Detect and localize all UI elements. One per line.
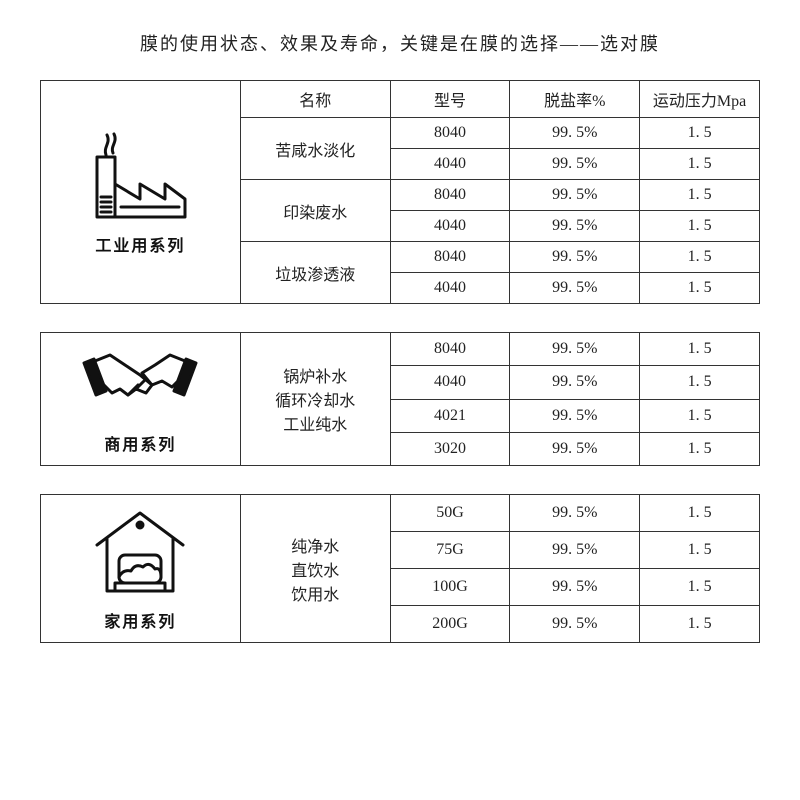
series-label: 家用系列 <box>104 608 176 632</box>
handshake-icon <box>80 343 200 423</box>
cell-model: 8040 <box>390 118 510 149</box>
table-row: 家用系列 纯净水直饮水饮用水50G99. 5%1. 5 <box>41 495 760 532</box>
cell-pressure: 1. 5 <box>640 606 760 643</box>
cell-pressure: 1. 5 <box>640 333 760 366</box>
cell-model: 100G <box>390 569 510 606</box>
cell-rate: 99. 5% <box>510 149 640 180</box>
table-row: 工业用系列 名称型号脱盐率%运动压力Mpa <box>41 81 760 118</box>
tables-container: 工业用系列 名称型号脱盐率%运动压力Mpa苦咸水淡化804099. 5%1. 5… <box>40 80 760 643</box>
table-row: 商用系列 锅炉补水循环冷却水工业纯水804099. 5%1. 5 <box>41 333 760 366</box>
series-cell: 商用系列 <box>41 333 241 466</box>
house-icon <box>85 505 195 600</box>
cell-pressure: 1. 5 <box>640 532 760 569</box>
group-name: 印染废水 <box>240 180 390 242</box>
cell-model: 75G <box>390 532 510 569</box>
cell-rate: 99. 5% <box>510 606 640 643</box>
cell-model: 4040 <box>390 149 510 180</box>
group-name: 纯净水直饮水饮用水 <box>240 495 390 643</box>
cell-pressure: 1. 5 <box>640 211 760 242</box>
page-title: 膜的使用状态、效果及寿命，关键是在膜的选择——选对膜 <box>40 30 760 56</box>
cell-rate: 99. 5% <box>510 432 640 465</box>
header-pressure: 运动压力Mpa <box>640 81 760 118</box>
section-table: 工业用系列 名称型号脱盐率%运动压力Mpa苦咸水淡化804099. 5%1. 5… <box>40 80 760 304</box>
cell-pressure: 1. 5 <box>640 118 760 149</box>
cell-rate: 99. 5% <box>510 273 640 304</box>
cell-model: 4021 <box>390 399 510 432</box>
cell-pressure: 1. 5 <box>640 366 760 399</box>
factory-icon <box>85 129 195 224</box>
cell-pressure: 1. 5 <box>640 399 760 432</box>
cell-rate: 99. 5% <box>510 495 640 532</box>
cell-model: 3020 <box>390 432 510 465</box>
cell-model: 4040 <box>390 366 510 399</box>
group-name: 锅炉补水循环冷却水工业纯水 <box>240 333 390 466</box>
header-rate: 脱盐率% <box>510 81 640 118</box>
cell-model: 8040 <box>390 242 510 273</box>
cell-model: 8040 <box>390 333 510 366</box>
group-name: 苦咸水淡化 <box>240 118 390 180</box>
cell-rate: 99. 5% <box>510 333 640 366</box>
series-cell: 工业用系列 <box>41 81 241 304</box>
series-cell: 家用系列 <box>41 495 241 643</box>
header-model: 型号 <box>390 81 510 118</box>
cell-pressure: 1. 5 <box>640 273 760 304</box>
cell-pressure: 1. 5 <box>640 569 760 606</box>
cell-pressure: 1. 5 <box>640 149 760 180</box>
section-table: 家用系列 纯净水直饮水饮用水50G99. 5%1. 575G99. 5%1. 5… <box>40 494 760 643</box>
cell-rate: 99. 5% <box>510 211 640 242</box>
cell-pressure: 1. 5 <box>640 495 760 532</box>
cell-rate: 99. 5% <box>510 399 640 432</box>
cell-rate: 99. 5% <box>510 118 640 149</box>
cell-rate: 99. 5% <box>510 180 640 211</box>
section-table: 商用系列 锅炉补水循环冷却水工业纯水804099. 5%1. 5404099. … <box>40 332 760 466</box>
cell-pressure: 1. 5 <box>640 432 760 465</box>
cell-model: 50G <box>390 495 510 532</box>
cell-rate: 99. 5% <box>510 242 640 273</box>
header-name: 名称 <box>240 81 390 118</box>
page: 膜的使用状态、效果及寿命，关键是在膜的选择——选对膜 工业用系列 名称型号脱盐率… <box>0 0 800 701</box>
cell-model: 8040 <box>390 180 510 211</box>
cell-model: 200G <box>390 606 510 643</box>
group-name: 垃圾渗透液 <box>240 242 390 304</box>
cell-pressure: 1. 5 <box>640 180 760 211</box>
series-label: 商用系列 <box>104 431 176 455</box>
series-label: 工业用系列 <box>95 232 185 256</box>
cell-rate: 99. 5% <box>510 366 640 399</box>
cell-model: 4040 <box>390 211 510 242</box>
cell-pressure: 1. 5 <box>640 242 760 273</box>
cell-model: 4040 <box>390 273 510 304</box>
cell-rate: 99. 5% <box>510 532 640 569</box>
cell-rate: 99. 5% <box>510 569 640 606</box>
